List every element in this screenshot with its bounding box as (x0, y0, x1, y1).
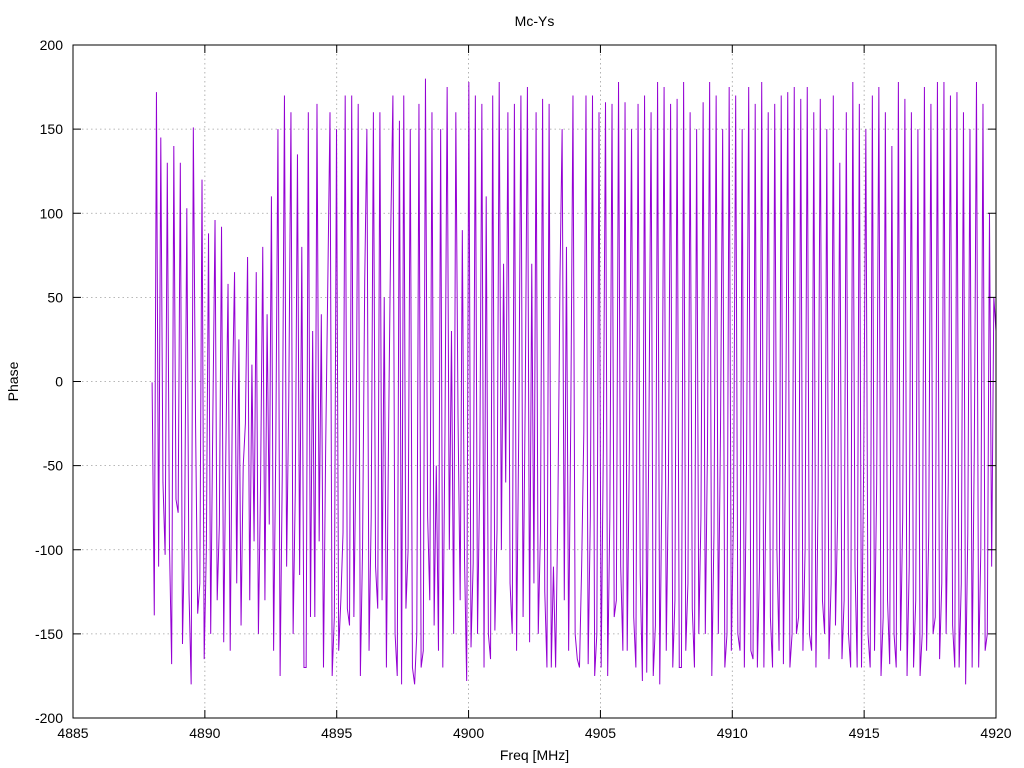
y-tick-label: 50 (47, 289, 63, 305)
data-series (151, 78, 997, 685)
x-tick-label: 4915 (849, 725, 880, 741)
chart-title: Mc-Ys (515, 13, 555, 29)
y-tick-label: 100 (40, 205, 64, 221)
x-axis-label: Freq [MHz] (500, 747, 569, 763)
y-tick-label: -200 (35, 710, 63, 726)
x-tick-label: 4895 (321, 725, 352, 741)
y-tick-label: 150 (40, 121, 64, 137)
x-tick-label: 4900 (453, 725, 484, 741)
x-tick-label: 4910 (717, 725, 748, 741)
y-tick-label: 0 (55, 374, 63, 390)
phase-series-line (151, 78, 997, 685)
x-tick-label: 4920 (980, 725, 1011, 741)
y-tick-label: -100 (35, 542, 63, 558)
y-axis-label: Phase (5, 361, 21, 401)
y-tick-label: 200 (40, 37, 64, 53)
axis-ticks: 4885 4890 4895 4900 4905 4910 4915 4920 -200 -150… (35, 37, 1012, 741)
x-tick-label: 4905 (585, 725, 616, 741)
y-tick-label: -150 (35, 626, 63, 642)
x-tick-label: 4885 (57, 725, 88, 741)
x-tick-label: 4890 (189, 725, 220, 741)
y-tick-label: -50 (43, 458, 63, 474)
